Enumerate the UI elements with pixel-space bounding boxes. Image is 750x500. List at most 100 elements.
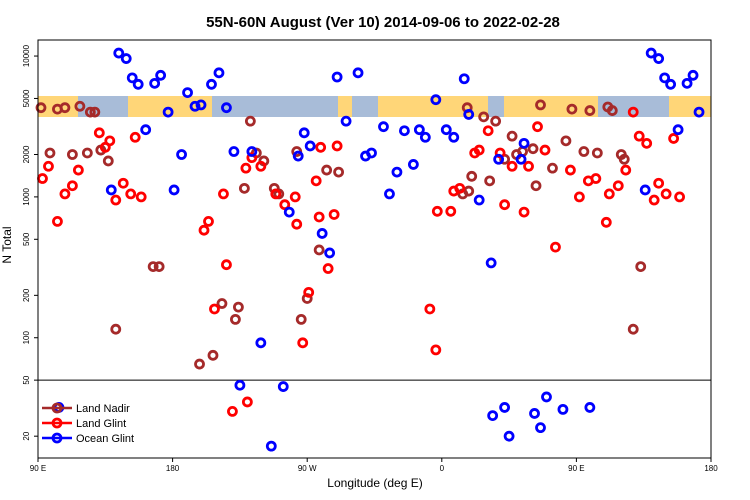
land-glint-point [668, 133, 680, 144]
y-axis-label: N Total [0, 226, 14, 263]
land-glint-point [590, 173, 602, 184]
land-nadir-point [84, 106, 96, 118]
land-band-segment [504, 96, 598, 117]
land-glint-point [66, 180, 78, 192]
ocean-glint-point [331, 71, 343, 83]
land-glint-point [454, 182, 466, 194]
ocean-glint-point [113, 47, 125, 59]
ocean-glint-point [168, 184, 180, 196]
legend: Land Nadir Land Glint Ocean Glint [42, 402, 134, 445]
ocean-glint-point [316, 228, 328, 239]
land-glint-point [125, 188, 137, 200]
land-nadir-point [547, 162, 558, 174]
land-nadir-point [490, 115, 502, 127]
y-tick-label: 5000 [22, 89, 31, 107]
land-glint-point [93, 127, 105, 139]
ocean-glint-point [206, 78, 217, 90]
ocean-glint-point [659, 72, 671, 84]
land-glint-point [674, 191, 685, 203]
ocean-glint-point [399, 125, 410, 137]
land-nadir-point [527, 143, 539, 155]
legend-label-land-glint: Land Glint [76, 418, 126, 430]
ocean-glint-point [672, 124, 684, 136]
land-glint-point [322, 263, 334, 274]
land-nadir-point [89, 106, 101, 118]
ocean-glint-point [518, 137, 530, 149]
land-band-segment [338, 96, 352, 117]
land-glint-point [603, 188, 615, 200]
ocean-glint-point [105, 184, 117, 196]
land-nadir-point [81, 147, 93, 159]
y-tick-label: 500 [22, 232, 31, 246]
land-nadir-point [484, 175, 496, 187]
land-nadir-point [233, 301, 244, 313]
ocean-glint-point [639, 184, 651, 196]
land-nadir-point [584, 105, 596, 116]
land-nadir-point [207, 349, 219, 361]
land-nadir-point [578, 146, 590, 157]
land-glint-point [573, 191, 585, 203]
ocean-glint-point [693, 106, 705, 118]
ocean-glint-point [140, 124, 152, 136]
ocean-glint-point [182, 87, 193, 99]
plot-frame [37, 39, 712, 459]
land-glint-point [255, 160, 267, 172]
land-glint-point [221, 259, 232, 271]
land-nadir-point [333, 166, 345, 178]
land-glint-point [539, 144, 551, 156]
land-glint-point [203, 215, 214, 227]
ocean-glint-point [324, 247, 336, 259]
ocean-glint-point [391, 166, 403, 178]
land-nadir-point [466, 170, 478, 182]
land-glint-point [641, 137, 653, 149]
land-nadir-point [606, 105, 618, 116]
land-glint-point [240, 162, 252, 174]
y-tick-label: 1000 [22, 187, 31, 205]
land-glint-point [600, 216, 612, 228]
land-nadir-point [463, 185, 475, 197]
ocean-glint-point [665, 78, 677, 90]
land-nadir-point [618, 153, 630, 165]
ocean-glint-point [149, 77, 161, 89]
ocean-glint-point [458, 73, 470, 85]
land-nadir-point [102, 155, 114, 167]
land-glint-point [331, 140, 343, 152]
x-tick-label: 180 [704, 464, 718, 473]
land-nadir-point [295, 313, 307, 325]
land-nadir-point [635, 261, 647, 272]
land-glint-point [270, 188, 282, 200]
ocean-glint-point [228, 146, 240, 157]
land-nadir-point [591, 147, 603, 159]
land-nadir-point [147, 261, 159, 272]
ocean-glint-point [265, 440, 277, 452]
ocean-glint-point [487, 410, 499, 422]
land-nadir-point [506, 130, 518, 142]
ocean-glint-point [378, 121, 389, 133]
y-tick-label: 200 [22, 288, 31, 302]
land-glint-point [653, 177, 665, 189]
land-glint-point [565, 164, 576, 176]
x-tick-label: 90 E [30, 464, 46, 473]
land-glint-point [532, 121, 543, 133]
land-glint-point [620, 164, 632, 176]
land-glint-point [633, 130, 645, 142]
y-tick-label: 100 [22, 331, 31, 345]
ocean-glint-point [430, 94, 442, 106]
land-nadir-point [153, 261, 165, 272]
land-nadir-point [216, 298, 228, 309]
land-nadir-point [244, 115, 256, 127]
ocean-glint-point [645, 47, 657, 59]
land-nadir-point [66, 149, 78, 160]
land-glint-point [59, 188, 71, 200]
ocean-glint-point [189, 100, 201, 112]
land-band-segment [128, 96, 212, 117]
ocean-glint-point [529, 408, 540, 419]
ocean-glint-point [126, 72, 138, 84]
y-tick-label: 2000 [22, 145, 31, 163]
ocean-glint-point [681, 77, 693, 89]
land-glint-point [499, 199, 511, 211]
land-nadir-point [194, 358, 205, 370]
land-band-segment [378, 96, 488, 117]
